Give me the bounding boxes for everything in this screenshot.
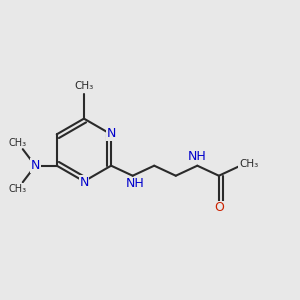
Text: CH₃: CH₃ xyxy=(239,159,258,170)
Text: CH₃: CH₃ xyxy=(9,138,27,148)
Text: O: O xyxy=(214,201,224,214)
Text: N: N xyxy=(31,159,40,172)
Text: CH₃: CH₃ xyxy=(9,184,27,194)
Text: NH: NH xyxy=(126,178,145,190)
Text: CH₃: CH₃ xyxy=(74,81,94,91)
Text: N: N xyxy=(106,127,116,140)
Text: NH: NH xyxy=(187,150,206,163)
Text: N: N xyxy=(79,176,88,189)
